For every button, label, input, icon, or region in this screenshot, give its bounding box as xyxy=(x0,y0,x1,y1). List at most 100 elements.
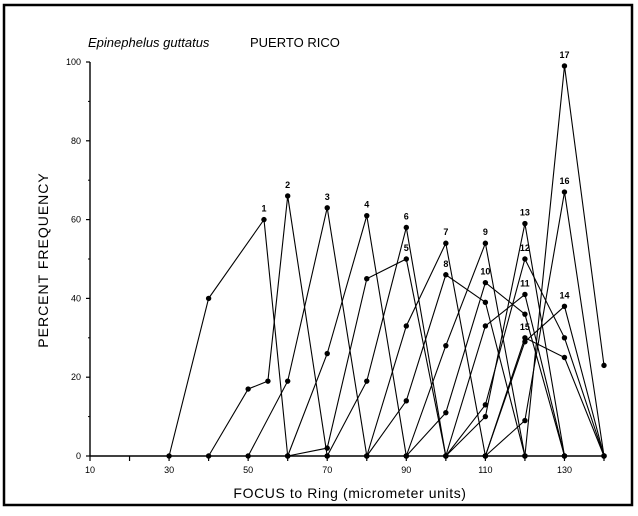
data-point xyxy=(403,398,410,404)
series-label: 14 xyxy=(559,290,569,300)
data-point xyxy=(522,453,528,459)
data-point xyxy=(265,378,271,384)
series-line xyxy=(445,257,605,457)
data-point xyxy=(561,189,568,195)
data-point xyxy=(403,453,410,459)
data-point xyxy=(561,335,568,341)
data-point xyxy=(364,378,370,384)
series-label: 2 xyxy=(285,180,290,190)
data-point xyxy=(284,453,291,459)
data-point xyxy=(364,212,370,219)
series-12: 12 xyxy=(443,243,607,459)
y-axis-label: PERCENT FREQUENCY xyxy=(35,172,51,347)
series-line xyxy=(208,195,328,457)
data-point xyxy=(561,63,568,69)
data-point xyxy=(443,409,449,416)
series-line xyxy=(405,241,526,457)
series-label: 4 xyxy=(364,200,369,210)
series-line xyxy=(484,305,605,457)
series-label: 13 xyxy=(520,208,530,218)
data-point xyxy=(482,402,489,408)
data-point xyxy=(403,224,410,231)
data-point xyxy=(324,205,330,211)
data-point xyxy=(482,413,489,420)
data-point xyxy=(561,303,568,309)
series-line xyxy=(287,258,447,457)
series-line xyxy=(287,215,407,457)
series-2: 2 xyxy=(205,180,330,459)
x-tick-label: 130 xyxy=(557,465,572,475)
series-line xyxy=(485,191,605,457)
series-label: 11 xyxy=(520,278,530,288)
data-point xyxy=(482,299,489,306)
series-line xyxy=(524,65,605,457)
data-point xyxy=(364,276,370,282)
series-label: 16 xyxy=(559,176,569,186)
series-1: 1 xyxy=(166,204,291,459)
data-point xyxy=(261,216,267,223)
y-tick-label: 20 xyxy=(71,372,81,382)
data-point xyxy=(522,335,528,341)
series-line xyxy=(445,223,566,457)
series-label: 8 xyxy=(443,259,448,269)
x-tick-label: 30 xyxy=(164,465,174,475)
data-point xyxy=(284,193,291,199)
data-point xyxy=(443,272,449,278)
data-point xyxy=(522,291,528,298)
y-tick-label: 100 xyxy=(66,57,81,67)
x-tick-label: 90 xyxy=(401,465,411,475)
chart-title: Epinephelus guttatus xyxy=(88,35,210,50)
chart-subtitle: PUERTO RICO xyxy=(250,35,340,50)
series-line xyxy=(168,218,289,457)
series-13: 13 xyxy=(443,208,568,459)
data-point xyxy=(205,453,212,459)
x-tick-label: 10 xyxy=(85,465,95,475)
series-line xyxy=(326,227,447,457)
data-point xyxy=(324,453,330,459)
y-tick-label: 40 xyxy=(71,293,81,303)
data-point xyxy=(443,240,449,246)
series-label: 15 xyxy=(520,322,530,332)
x-tick-label: 110 xyxy=(478,465,492,475)
data-point xyxy=(443,342,449,349)
data-point xyxy=(324,445,330,451)
data-point xyxy=(403,256,410,262)
y-tick-label: 80 xyxy=(71,136,81,146)
series-label: 5 xyxy=(404,243,409,253)
figure-border xyxy=(2,3,634,507)
x-axis-label: FOCUS to Ring (micrometer units) xyxy=(233,485,466,501)
data-point xyxy=(482,279,489,286)
series-9: 9 xyxy=(403,227,528,459)
data-point xyxy=(166,453,172,459)
series-17: 17 xyxy=(522,50,607,459)
y-tick-label: 0 xyxy=(76,451,81,461)
data-point xyxy=(245,453,251,459)
series-5: 5 xyxy=(284,243,449,459)
series-line xyxy=(484,337,605,457)
series-line xyxy=(366,241,486,457)
data-point xyxy=(522,417,528,424)
data-point xyxy=(482,240,489,246)
data-point xyxy=(403,323,410,329)
data-point xyxy=(205,295,212,302)
data-point xyxy=(601,453,607,459)
series-label: 1 xyxy=(261,204,266,214)
data-point xyxy=(364,453,370,459)
data-point xyxy=(284,378,291,384)
data-point xyxy=(522,256,528,262)
data-point xyxy=(482,453,489,459)
series-label: 10 xyxy=(480,267,490,277)
data-point xyxy=(245,386,251,392)
data-point xyxy=(522,311,528,317)
series-label: 6 xyxy=(404,211,409,221)
series-line xyxy=(366,273,526,457)
data-point xyxy=(561,453,568,459)
x-tick-label: 70 xyxy=(322,465,332,475)
series-line xyxy=(445,293,566,457)
data-point xyxy=(443,453,449,459)
data-point xyxy=(324,350,330,357)
series-8: 8 xyxy=(364,259,528,459)
